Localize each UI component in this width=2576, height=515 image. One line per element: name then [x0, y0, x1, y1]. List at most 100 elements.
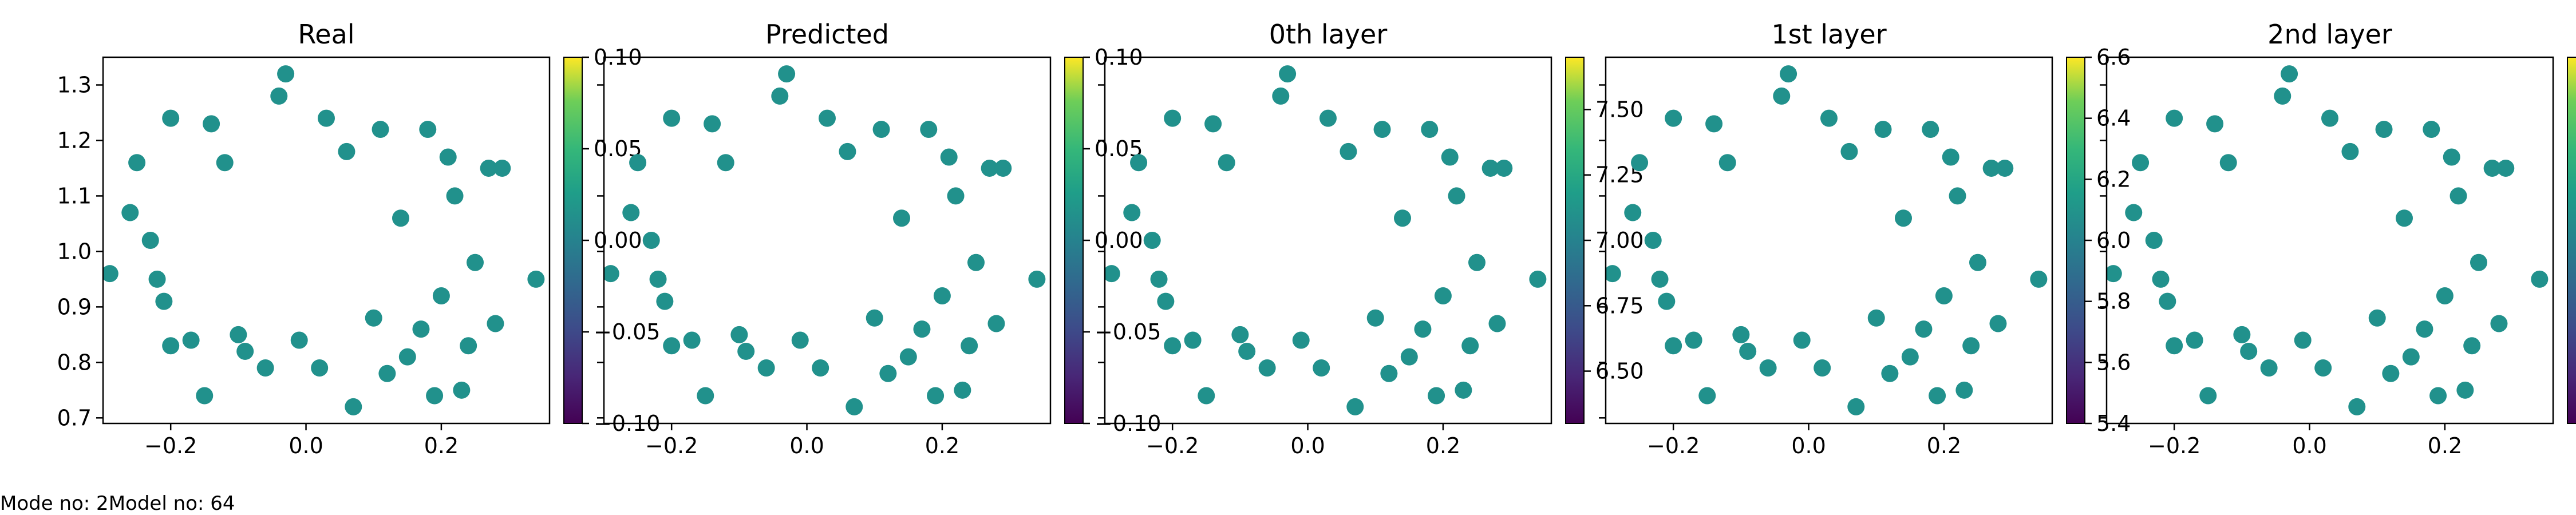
- scatter-point: [141, 232, 159, 249]
- scatter-point: [663, 337, 681, 355]
- scatter-point: [1319, 109, 1337, 127]
- scatter-point: [1184, 331, 1202, 349]
- scatter-points: [2107, 65, 2549, 415]
- scatter-point: [649, 270, 667, 288]
- scatter-point: [1606, 265, 1621, 283]
- scatter-point: [2233, 326, 2251, 343]
- scatter-point: [196, 387, 214, 405]
- subplot-title: Predicted: [765, 19, 889, 50]
- scatter-point: [1400, 348, 1418, 366]
- scatter-point: [2030, 270, 2048, 288]
- scatter-point: [1143, 232, 1161, 249]
- scatter-point: [967, 253, 985, 271]
- scatter-point: [899, 348, 917, 366]
- scatter-point: [453, 381, 471, 399]
- subplot-2: 0th layer−0.2 0.0 0.26.506.757.007.257.50: [1098, 19, 1644, 458]
- scatter-point: [1996, 159, 2014, 177]
- colorbar: 5.45.65.86.06.26.46.6: [2066, 45, 2131, 436]
- scatter-point: [1346, 398, 1364, 415]
- scatter-point: [1705, 115, 1723, 133]
- scatter-point: [2396, 209, 2413, 227]
- scatter-point: [1380, 365, 1398, 382]
- scatter-point: [487, 315, 504, 332]
- scatter-point: [1820, 109, 1838, 127]
- scatter-point: [1441, 148, 1459, 166]
- scatter-point: [338, 142, 355, 160]
- scatter-point: [1164, 109, 1182, 127]
- scatter-point: [846, 398, 863, 415]
- scatter-point: [2348, 398, 2366, 415]
- y-tick-label: 1.2: [57, 128, 92, 153]
- subplot-0: Real−0.2 0.0 0.20.70.80.91.01.11.21.3−0.10…: [57, 19, 661, 458]
- colorbar-tick-label: 6.75: [1595, 293, 1644, 318]
- scatter-point: [920, 121, 938, 138]
- x-tick-label: −0.2: [1647, 433, 1700, 458]
- scatter-point: [1840, 142, 1858, 160]
- colorbar-gradient: [1565, 57, 1585, 424]
- x-tick-label: 0.2: [1927, 433, 1961, 458]
- scatter-point: [527, 270, 545, 288]
- scatter-point: [2463, 337, 2481, 355]
- scatter-point: [812, 359, 829, 377]
- scatter-point: [493, 159, 511, 177]
- colorbar-tick-label: 7.50: [1595, 97, 1644, 122]
- axes-frame: [2105, 56, 2554, 425]
- scatter-point: [791, 331, 809, 349]
- scatter-point: [480, 159, 497, 177]
- scatter-point: [2490, 315, 2508, 332]
- scatter-point: [1123, 204, 1141, 221]
- scatter-point: [236, 342, 254, 360]
- scatter-point: [365, 309, 382, 327]
- scatter-point: [216, 154, 234, 172]
- y-tick-label: 1.3: [57, 72, 92, 97]
- scatter-point: [940, 148, 958, 166]
- scatter-point: [162, 337, 180, 355]
- scatter-point: [1238, 342, 1256, 360]
- scatter-point: [1685, 331, 1702, 349]
- scatter-point: [1231, 326, 1249, 343]
- scatter-point: [927, 387, 945, 405]
- colorbar-tick-label: 6.4: [2096, 106, 2131, 131]
- colorbar-gradient: [2066, 57, 2085, 424]
- colorbar-tick-label: 6.0: [2096, 228, 2131, 253]
- scatter-point: [2132, 154, 2150, 172]
- scatter-point: [2402, 348, 2420, 366]
- x-tick-label: 0.2: [925, 433, 959, 458]
- scatter-point: [2429, 387, 2447, 405]
- scatter-point: [392, 209, 409, 227]
- x-tick-label: 0.0: [2292, 433, 2326, 458]
- scatter-point: [866, 309, 883, 327]
- scatter-point: [1150, 270, 1168, 288]
- scatter-point: [203, 115, 220, 133]
- scatter-point: [1488, 315, 1506, 332]
- scatter-point: [1272, 87, 1290, 105]
- scatter-point: [1989, 315, 2007, 332]
- scatter-point: [1455, 381, 1472, 399]
- scatter-point: [1814, 359, 1831, 377]
- scatter-point: [622, 204, 640, 221]
- scatter-point: [256, 359, 274, 377]
- x-tick-label: 0.0: [789, 433, 824, 458]
- scatter-point: [730, 326, 748, 343]
- scatter-point: [1793, 331, 1811, 349]
- scatter-point: [1901, 348, 1919, 366]
- scatter-point: [345, 398, 362, 415]
- scatter-points: [103, 65, 545, 415]
- scatter-point: [778, 65, 796, 83]
- scatter-point: [1665, 337, 1682, 355]
- colorbar-tick-label: 0.00: [594, 228, 642, 253]
- colorbar-tick-label: 5.8: [2096, 289, 2131, 314]
- scatter-point: [182, 331, 200, 349]
- scatter-point: [683, 331, 701, 349]
- y-tick-label: 1.0: [57, 239, 92, 264]
- scatter-point: [460, 337, 477, 355]
- scatter-point: [318, 109, 335, 127]
- scatter-point: [2274, 87, 2291, 105]
- colorbar-gradient: [1064, 57, 1084, 424]
- colorbar-tick-label: −0.05: [1095, 319, 1161, 344]
- scatter-point: [2281, 65, 2298, 83]
- y-tick-label: 0.7: [57, 405, 92, 430]
- scatter-point: [2260, 359, 2278, 377]
- scatter-points: [604, 65, 1046, 415]
- scatter-point: [446, 187, 464, 205]
